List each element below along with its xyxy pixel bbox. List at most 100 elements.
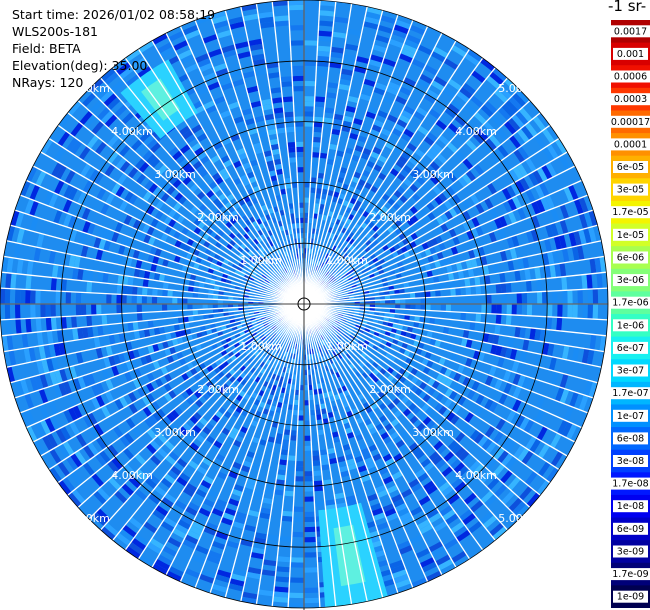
ppi-cell <box>227 16 244 25</box>
ppi-cell <box>281 263 286 269</box>
ppi-cell <box>264 332 271 338</box>
ray-line <box>1 303 305 337</box>
ppi-cell <box>171 150 183 161</box>
ppi-cell <box>44 417 56 433</box>
ppi-cell <box>353 276 360 282</box>
ppi-cell <box>271 97 283 104</box>
ppi-cell <box>97 325 104 337</box>
ppi-cell <box>514 326 521 339</box>
ppi-cell <box>275 168 284 176</box>
ppi-cell <box>341 287 348 292</box>
ppi-cell <box>418 390 428 400</box>
ppi-cell <box>273 346 279 353</box>
ppi-cell <box>132 218 142 230</box>
ppi-cell <box>454 431 466 444</box>
ppi-cell <box>204 277 211 284</box>
ppi-cell <box>174 523 189 535</box>
range-ring-label: 5.00km <box>498 82 540 95</box>
ppi-cell <box>338 78 352 86</box>
ppi-cell <box>250 100 262 109</box>
ppi-cell <box>113 353 121 366</box>
ppi-cell <box>382 503 395 513</box>
ppi-cell <box>397 324 404 331</box>
ppi-cell <box>43 190 54 206</box>
ray-line <box>303 303 608 321</box>
ppi-cell <box>390 564 406 574</box>
ppi-cell <box>116 313 123 324</box>
ppi-cell <box>242 345 249 352</box>
ppi-cell <box>326 323 332 328</box>
ppi-cell <box>582 304 588 319</box>
ppi-cell <box>142 287 148 296</box>
ppi-cell <box>181 372 190 382</box>
return-feature-core <box>141 78 180 121</box>
ppi-cell <box>361 342 368 349</box>
colorbar-label: 1e-06 <box>617 320 644 331</box>
ppi-cell <box>396 172 407 182</box>
ppi-cell <box>87 412 98 426</box>
ppi-cell <box>276 260 282 266</box>
ppi-cell <box>299 385 304 391</box>
ppi-cell <box>263 272 269 278</box>
ppi-cell <box>561 248 570 263</box>
ppi-cell <box>335 318 342 323</box>
ppi-cell <box>324 499 336 506</box>
ppi-cell <box>292 409 299 416</box>
ppi-cell <box>15 318 22 335</box>
ppi-cell <box>172 211 181 222</box>
ppi-cell <box>534 409 545 424</box>
ppi-cell <box>81 92 97 108</box>
ppi-cell <box>532 115 546 132</box>
ray-line <box>303 303 368 602</box>
ppi-cell <box>276 127 286 134</box>
ppi-cell <box>111 365 120 377</box>
ppi-cell <box>313 485 324 492</box>
ppi-cell <box>476 128 489 142</box>
ppi-cell <box>534 328 541 342</box>
ppi-cell <box>82 461 96 477</box>
ppi-cell <box>26 425 38 443</box>
ppi-cell <box>289 213 295 219</box>
ppi-cell <box>304 121 314 127</box>
ppi-cell <box>542 146 555 162</box>
ppi-cell <box>517 146 530 161</box>
ppi-cell <box>413 110 426 122</box>
ppi-cell <box>125 360 134 372</box>
ppi-cell <box>559 262 567 277</box>
ppi-cell <box>492 463 505 477</box>
ppi-cell <box>354 433 364 442</box>
ppi-cell <box>512 385 522 399</box>
ppi-cell <box>546 466 560 483</box>
ppi-cell <box>119 160 131 173</box>
range-ring-label: 1.00km <box>326 340 368 353</box>
ray-line <box>165 32 305 305</box>
ppi-cell <box>504 456 518 470</box>
colorbar-label-bg <box>611 568 650 581</box>
ppi-cell <box>484 425 496 439</box>
ppi-cell <box>138 161 150 174</box>
ppi-cell <box>256 248 263 255</box>
ppi-cell <box>319 203 326 210</box>
ppi-cell <box>96 85 111 100</box>
ppi-cell <box>389 308 396 314</box>
ppi-cell <box>517 207 527 221</box>
ppi-cell <box>355 56 370 64</box>
ppi-cell <box>417 472 430 483</box>
ppi-cell <box>132 378 142 390</box>
ppi-cell <box>304 182 311 188</box>
ppi-cell <box>474 276 481 286</box>
ppi-cell <box>260 98 273 106</box>
ppi-cell <box>248 265 255 271</box>
ppi-cell <box>171 338 179 347</box>
ppi-cell <box>398 114 411 124</box>
ppi-cell <box>504 77 520 93</box>
ppi-cell <box>318 335 323 342</box>
ppi-cell <box>177 316 184 324</box>
ppi-cell <box>365 232 373 240</box>
ppi-cell <box>385 86 399 96</box>
ppi-cell <box>389 167 400 177</box>
ppi-cell <box>493 378 503 391</box>
ppi-cell <box>369 54 384 63</box>
colorbar-label-bg <box>613 319 648 332</box>
ppi-cell <box>225 540 240 549</box>
